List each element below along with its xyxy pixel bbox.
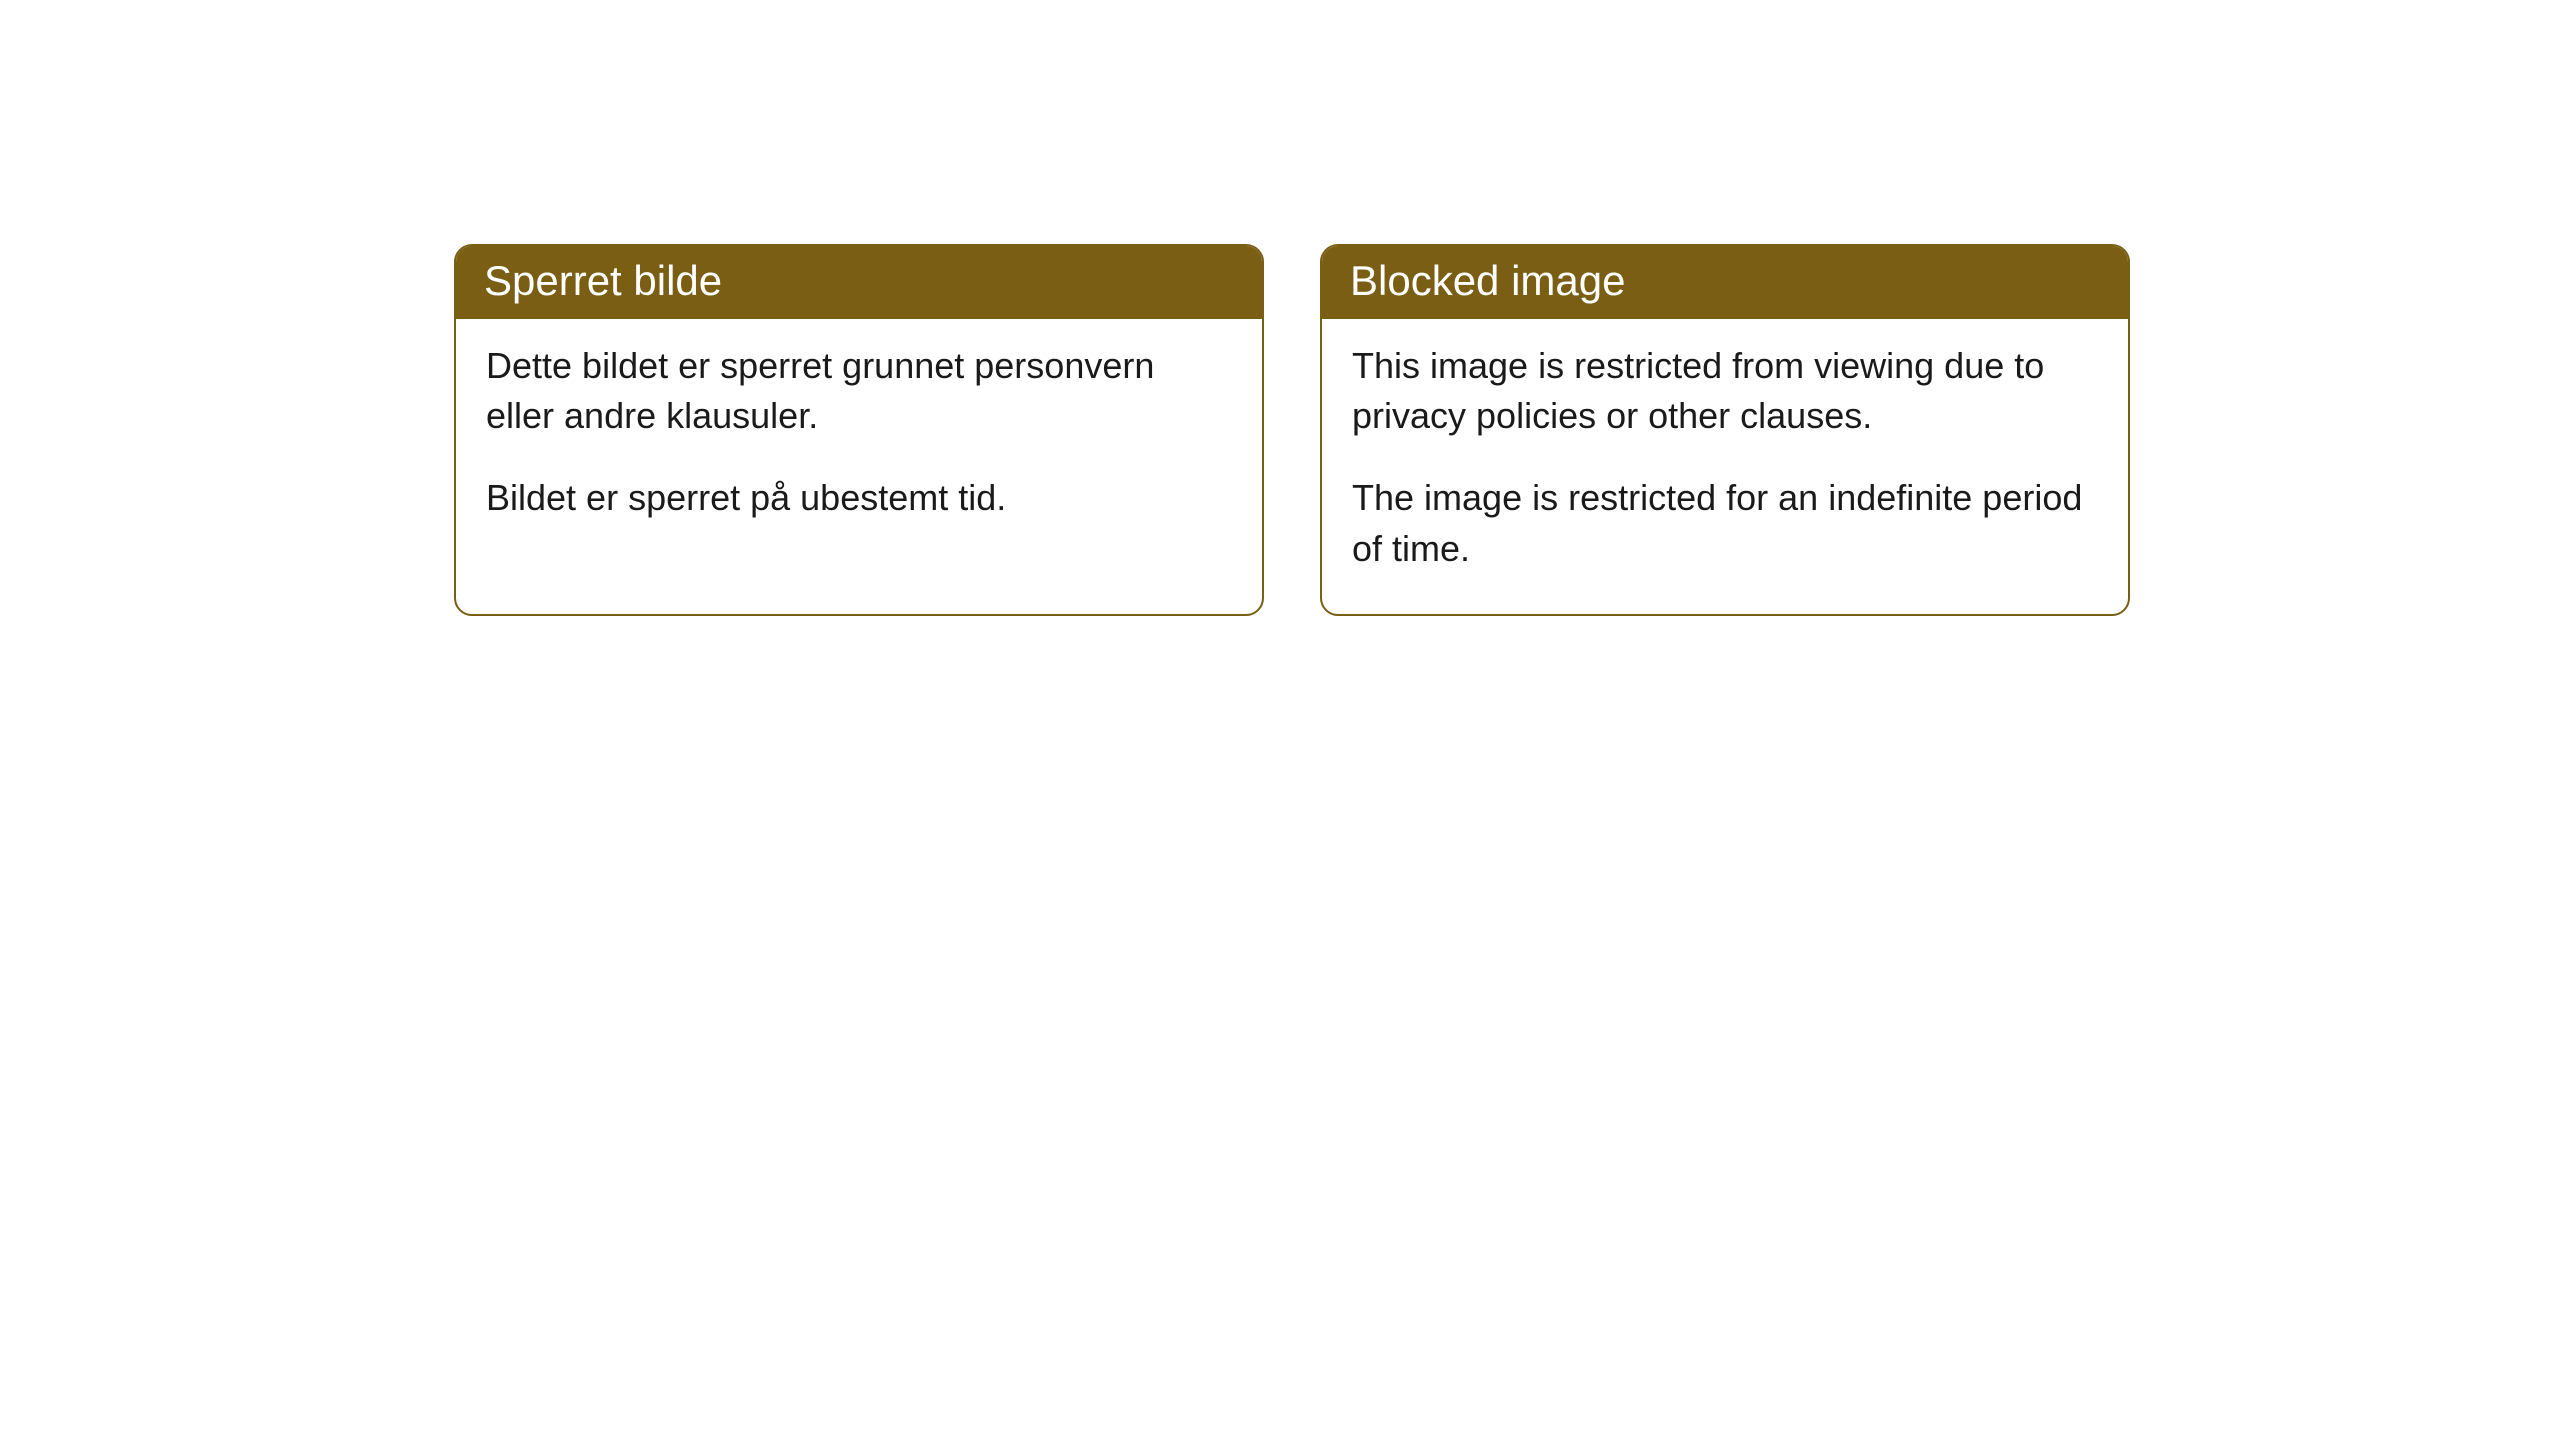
notice-cards-container: Sperret bilde Dette bildet er sperret gr… (454, 244, 2130, 616)
card-paragraph: Dette bildet er sperret grunnet personve… (486, 341, 1232, 442)
card-paragraph: Bildet er sperret på ubestemt tid. (486, 473, 1232, 523)
notice-card-english: Blocked image This image is restricted f… (1320, 244, 2130, 616)
notice-card-norwegian: Sperret bilde Dette bildet er sperret gr… (454, 244, 1264, 616)
card-header: Sperret bilde (456, 246, 1262, 319)
card-header: Blocked image (1322, 246, 2128, 319)
card-body: Dette bildet er sperret grunnet personve… (456, 319, 1262, 564)
card-paragraph: This image is restricted from viewing du… (1352, 341, 2098, 442)
card-body: This image is restricted from viewing du… (1322, 319, 2128, 615)
card-paragraph: The image is restricted for an indefinit… (1352, 473, 2098, 574)
